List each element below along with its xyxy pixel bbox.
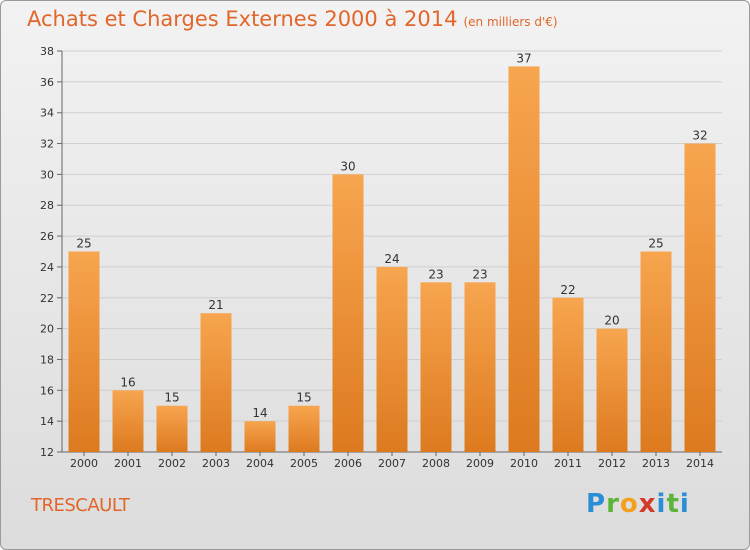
chart-title: Achats et Charges Externes 2000 à 2014 (e… bbox=[27, 7, 558, 31]
bar-2000 bbox=[68, 251, 100, 452]
bar-2001 bbox=[112, 390, 144, 452]
bar-2008 bbox=[420, 282, 452, 452]
x-tick-label: 2006 bbox=[334, 457, 362, 470]
bar-2007 bbox=[376, 266, 408, 452]
x-tick-label: 2002 bbox=[158, 457, 186, 470]
data-label: 23 bbox=[472, 267, 487, 281]
data-label: 24 bbox=[384, 252, 399, 266]
x-tick-label: 2007 bbox=[378, 457, 406, 470]
y-tick-label: 34 bbox=[40, 107, 54, 120]
data-labels: 25 16 15 21 14 15 30 24 23 23 37 22 20 25 32 bbox=[76, 51, 707, 420]
data-label: 30 bbox=[340, 159, 355, 173]
y-tick-label: 12 bbox=[40, 446, 54, 459]
x-tick-label: 2012 bbox=[598, 457, 626, 470]
proxiti-logo: Proxiti bbox=[586, 489, 690, 519]
bar-2011 bbox=[552, 297, 584, 452]
x-tick-label: 2000 bbox=[70, 457, 98, 470]
y-tick-label: 38 bbox=[40, 45, 54, 58]
x-tick-label: 2009 bbox=[466, 457, 494, 470]
bar-2002 bbox=[156, 405, 188, 452]
x-tick-label: 2011 bbox=[554, 457, 582, 470]
chart-subtitle: (en milliers d'€) bbox=[463, 15, 558, 29]
x-tick-label: 2013 bbox=[642, 457, 670, 470]
chart-title-text: Achats et Charges Externes 2000 à 2014 bbox=[27, 7, 458, 31]
bar-2004 bbox=[244, 421, 276, 452]
y-tick-label: 14 bbox=[40, 415, 54, 428]
data-label: 37 bbox=[516, 51, 531, 65]
bar-2014 bbox=[684, 143, 716, 453]
bar-2010 bbox=[508, 66, 540, 452]
data-label: 32 bbox=[692, 129, 707, 143]
data-label: 21 bbox=[208, 298, 223, 312]
x-tick-label: 2003 bbox=[202, 457, 230, 470]
data-label: 14 bbox=[252, 406, 267, 420]
bar-2006 bbox=[332, 174, 364, 452]
bar-2013 bbox=[640, 251, 672, 452]
bar-2005 bbox=[288, 405, 320, 452]
bar-2003 bbox=[200, 313, 232, 452]
commune-name: TRESCAULT bbox=[31, 495, 130, 516]
data-label: 23 bbox=[428, 267, 443, 281]
y-tick-label: 20 bbox=[40, 323, 54, 336]
data-label: 20 bbox=[604, 314, 619, 328]
data-label: 16 bbox=[120, 375, 135, 389]
bars bbox=[68, 66, 716, 453]
axes: 12 14 16 18 20 22 24 26 28 30 32 34 36 38 2000 2001 2002… bbox=[40, 45, 722, 470]
x-tick-label: 2004 bbox=[246, 457, 274, 470]
y-tick-label: 26 bbox=[40, 230, 54, 243]
y-tick-label: 22 bbox=[40, 292, 54, 305]
x-tick-label: 2008 bbox=[422, 457, 450, 470]
data-label: 15 bbox=[296, 391, 311, 405]
data-label: 25 bbox=[76, 237, 91, 251]
x-tick-label: 2001 bbox=[114, 457, 142, 470]
y-tick-label: 24 bbox=[40, 261, 54, 274]
data-label: 22 bbox=[560, 283, 575, 297]
bar-2012 bbox=[596, 328, 628, 452]
y-tick-label: 32 bbox=[40, 138, 54, 151]
x-tick-label: 2014 bbox=[686, 457, 714, 470]
y-tick-label: 36 bbox=[40, 76, 54, 89]
data-label: 25 bbox=[648, 237, 663, 251]
x-tick-label: 2010 bbox=[510, 457, 538, 470]
y-tick-label: 16 bbox=[40, 384, 54, 397]
bar-2009 bbox=[464, 282, 496, 452]
y-tick-label: 18 bbox=[40, 353, 54, 366]
data-label: 15 bbox=[164, 391, 179, 405]
y-tick-label: 28 bbox=[40, 199, 54, 212]
y-tick-label: 30 bbox=[40, 168, 54, 181]
x-tick-label: 2005 bbox=[290, 457, 318, 470]
